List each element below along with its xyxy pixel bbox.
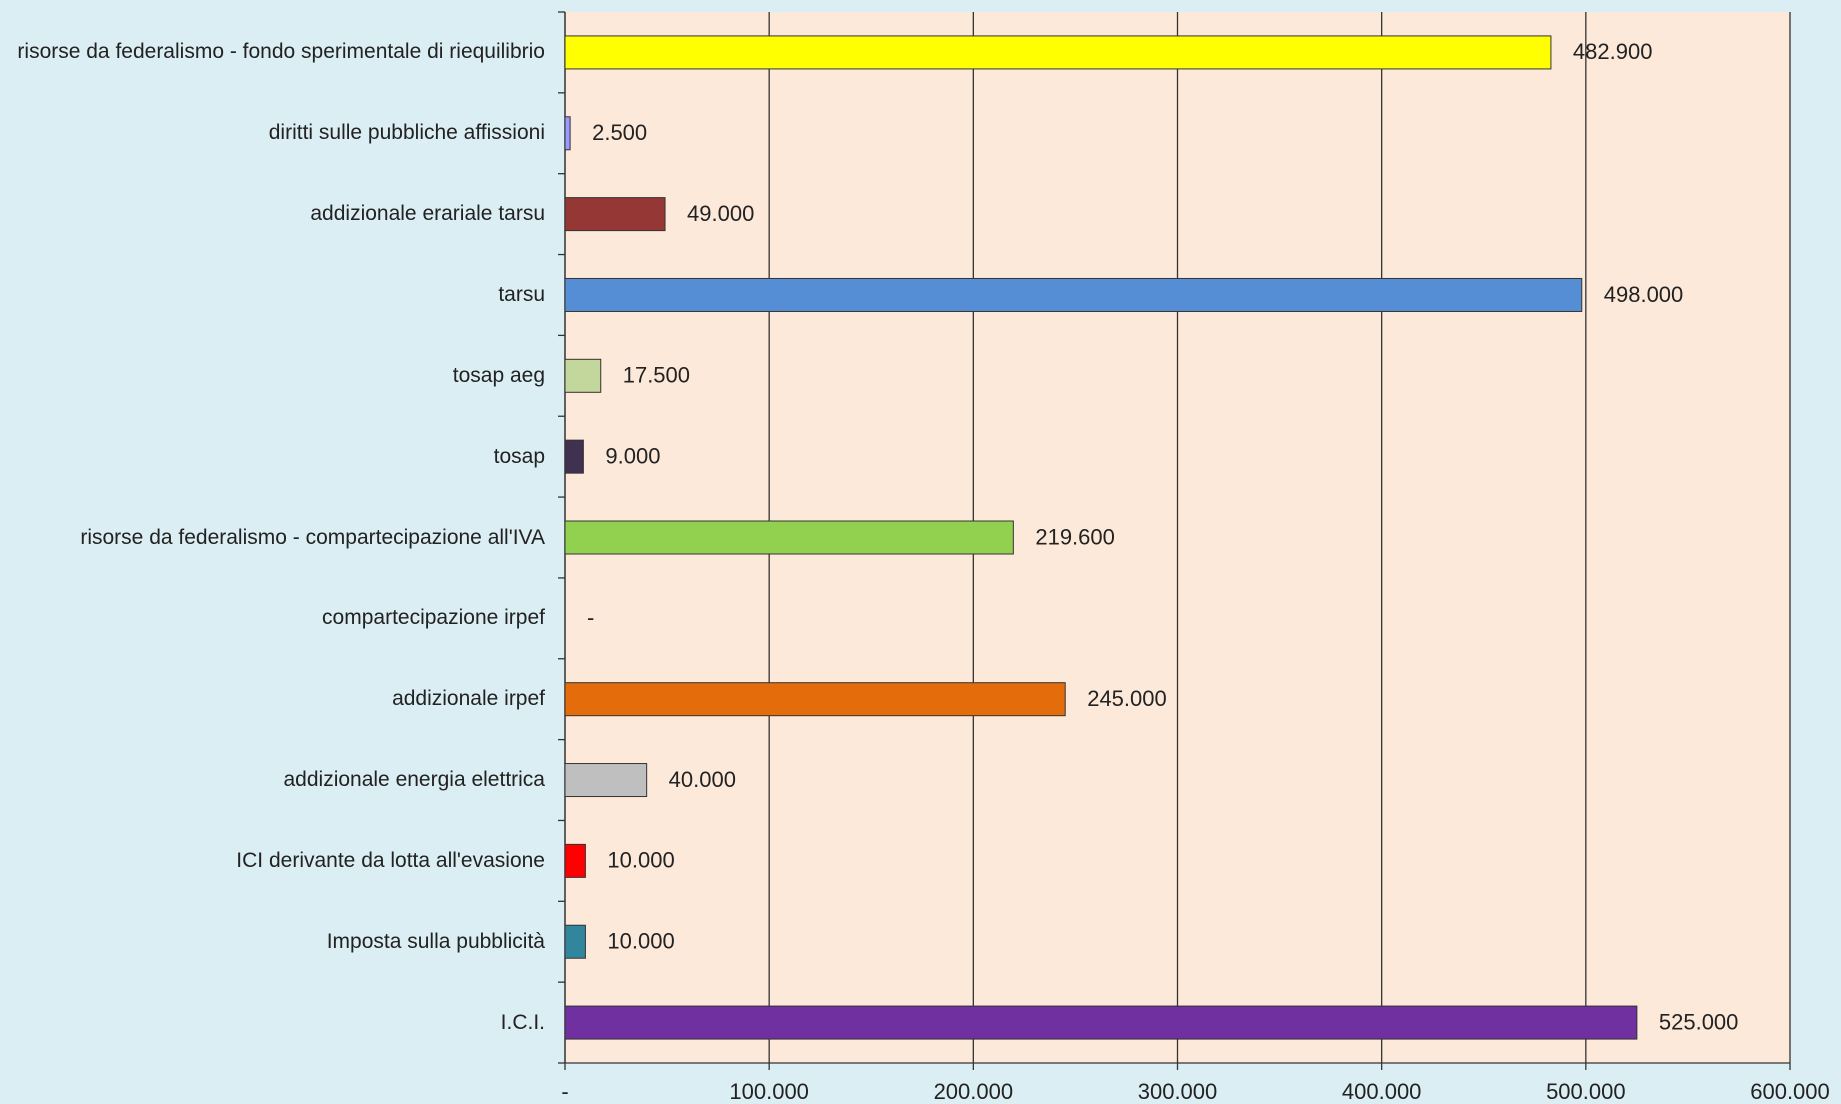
value-label: 525.000 bbox=[1659, 1009, 1739, 1034]
value-label: - bbox=[587, 605, 594, 630]
x-tick-label: 300.000 bbox=[1138, 1079, 1218, 1104]
bar bbox=[564, 197, 666, 232]
bar bbox=[564, 520, 1014, 555]
bar bbox=[564, 924, 586, 959]
y-tick-label: risorse da federalismo - compartecipazio… bbox=[80, 525, 545, 549]
bar bbox=[564, 277, 1583, 312]
y-tick-label: addizionale energia elettrica bbox=[283, 768, 545, 792]
value-label: 219.600 bbox=[1035, 524, 1115, 549]
y-tick-label: addizionale irpef bbox=[392, 687, 545, 711]
bar bbox=[564, 439, 584, 474]
bar bbox=[564, 358, 602, 393]
x-tick-label: - bbox=[561, 1079, 568, 1104]
y-tick-label: tarsu bbox=[498, 282, 545, 306]
value-label: 9.000 bbox=[605, 443, 660, 468]
y-tick-label: Imposta sulla pubblicità bbox=[326, 929, 545, 953]
x-tick-label: 200.000 bbox=[934, 1079, 1014, 1104]
value-label: 10.000 bbox=[607, 848, 674, 873]
y-tick-label: tosap aeg bbox=[452, 363, 545, 387]
y-tick-label: I.C.I. bbox=[500, 1010, 545, 1034]
value-label: 245.000 bbox=[1087, 686, 1167, 711]
value-label: 40.000 bbox=[669, 767, 736, 792]
bar bbox=[564, 35, 1552, 70]
value-label: 2.500 bbox=[592, 120, 647, 145]
value-label: 49.000 bbox=[687, 201, 754, 226]
bar bbox=[564, 116, 571, 151]
bar bbox=[564, 843, 586, 878]
x-tick-label: 600.000 bbox=[1750, 1079, 1830, 1104]
x-tick-label: 100.000 bbox=[729, 1079, 809, 1104]
value-label: 17.500 bbox=[623, 363, 690, 388]
y-tick-label: ICI derivante da lotta all'evasione bbox=[236, 848, 545, 872]
value-label: 482.900 bbox=[1573, 39, 1653, 64]
bar bbox=[564, 1005, 1638, 1040]
x-tick-label: 400.000 bbox=[1342, 1079, 1422, 1104]
bar bbox=[564, 763, 648, 798]
bar bbox=[564, 682, 1066, 717]
y-tick-label: diritti sulle pubbliche affissioni bbox=[268, 121, 545, 145]
value-label: 10.000 bbox=[607, 929, 674, 954]
value-label: 498.000 bbox=[1604, 282, 1684, 307]
x-tick-label: 500.000 bbox=[1546, 1079, 1626, 1104]
y-tick-label: risorse da federalismo - fondo speriment… bbox=[17, 40, 545, 64]
y-tick-label: addizionale erariale tarsu bbox=[310, 202, 545, 226]
y-tick-label: tosap bbox=[493, 444, 545, 468]
y-tick-label: compartecipazione irpef bbox=[322, 606, 545, 630]
